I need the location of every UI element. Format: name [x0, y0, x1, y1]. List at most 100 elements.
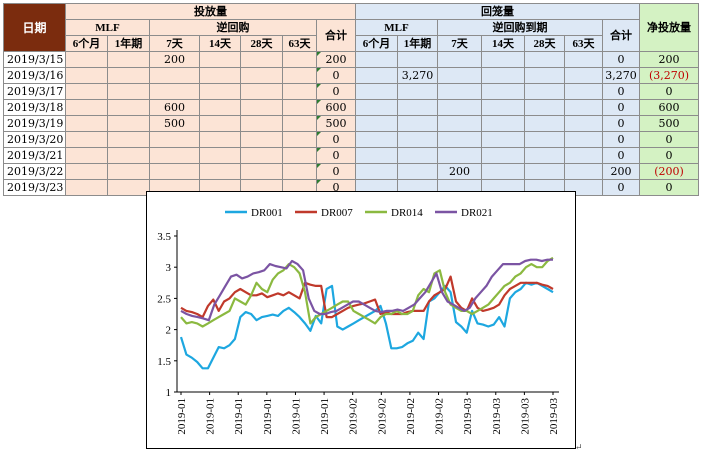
injection-cell: [149, 67, 200, 84]
withdrawal-cell: [564, 115, 603, 132]
withdrawal-cell: [397, 131, 438, 148]
x-tick-label: 2019-02: [434, 398, 446, 435]
withdrawal-header: 回笼量: [355, 3, 640, 20]
interbank-repo-rate-chart: 1 1.5 2 2.5 3 3.5 2019-01 2019-01 2019-01 2019-01…: [146, 191, 576, 449]
withdrawal-cell: [481, 83, 525, 100]
net-injection-cell: 0: [639, 131, 699, 148]
inj-total-header: 合计: [316, 19, 356, 52]
injection-cell: [107, 179, 150, 196]
x-tick-label: 2019-03: [519, 398, 531, 435]
injection-cell: [199, 99, 241, 116]
series-line-dr021: [180, 258, 553, 322]
injection-cell: [199, 131, 241, 148]
wd-mlf-header: MLF: [355, 19, 438, 36]
withdrawal-cell: [355, 99, 398, 116]
withdrawal-cell: [524, 51, 565, 68]
injection-header: 投放量: [65, 3, 356, 20]
net-injection-cell: 0: [639, 147, 699, 164]
injection-cell: [282, 131, 317, 148]
date-cell: 2019/3/17: [3, 83, 66, 100]
net-injection-cell: 200: [639, 51, 699, 68]
x-tick-label: 2019-01: [319, 398, 331, 435]
injection-cell: [240, 147, 283, 164]
injection-cell: [199, 67, 241, 84]
y-tick-label: 2.5: [157, 293, 171, 305]
series-line-dr007: [180, 275, 554, 319]
net-injection-header: 净投放量: [639, 3, 699, 52]
cell-indicator-icon: [317, 116, 321, 120]
injection-total-cell: 200: [316, 51, 356, 68]
injection-cell: [199, 115, 241, 132]
injection-cell: [282, 83, 317, 100]
withdrawal-total-cell: 0: [602, 83, 640, 100]
injection-total-cell: 0: [316, 83, 356, 100]
x-tick-label: 2019-02: [405, 398, 417, 435]
withdrawal-cell: [481, 147, 525, 164]
injection-cell: [107, 83, 150, 100]
injection-total-cell: 0: [316, 131, 356, 148]
net-injection-cell: 600: [639, 99, 699, 116]
inj-term-6m: 6个月: [65, 35, 108, 52]
net-injection-cell: (200): [639, 163, 699, 180]
withdrawal-cell: [564, 83, 603, 100]
withdrawal-cell: [481, 163, 525, 180]
withdrawal-cell: [355, 67, 398, 84]
date-cell: 2019/3/19: [3, 115, 66, 132]
injection-cell: [107, 131, 150, 148]
withdrawal-cell: [437, 99, 482, 116]
wd-term-1y: 1年期: [397, 35, 438, 52]
injection-cell: [65, 99, 108, 116]
withdrawal-cell: [355, 163, 398, 180]
series-line-dr014: [180, 256, 554, 328]
injection-cell: 600: [149, 99, 200, 116]
x-tick-label: 2019-02: [348, 398, 360, 435]
inj-term-1y: 1年期: [107, 35, 150, 52]
net-injection-cell: 500: [639, 115, 699, 132]
cell-indicator-icon: [317, 68, 321, 72]
date-cell: 2019/3/21: [3, 147, 66, 164]
x-tick-label: 2019-03: [491, 398, 503, 435]
wd-term-63d: 63天: [564, 35, 603, 52]
withdrawal-cell: [564, 163, 603, 180]
table-row: 2019/3/21 0 0 0: [3, 147, 699, 164]
withdrawal-cell: [524, 131, 565, 148]
withdrawal-cell: [481, 131, 525, 148]
injection-total-cell: 500: [316, 115, 356, 132]
withdrawal-total-cell: 0: [602, 115, 640, 132]
withdrawal-total-cell: 0: [602, 147, 640, 164]
injection-cell: [199, 51, 241, 68]
withdrawal-cell: [437, 115, 482, 132]
inj-reverse-repo-header: 逆回购: [149, 19, 317, 36]
injection-cell: [65, 163, 108, 180]
withdrawal-cell: [355, 147, 398, 164]
table-row: 2019/3/16 0 3,270 3,270 (3,270): [3, 67, 699, 84]
injection-cell: [282, 115, 317, 132]
net-injection-cell: (3,270): [639, 67, 699, 84]
injection-cell: [240, 83, 283, 100]
x-tick-label: 2019-02: [376, 398, 388, 435]
cell-indicator-icon: [317, 148, 321, 152]
withdrawal-cell: [564, 51, 603, 68]
injection-cell: [240, 99, 283, 116]
cell-indicator-icon: [317, 132, 321, 136]
y-tick-label: 1: [166, 387, 172, 399]
injection-total-cell: 0: [316, 147, 356, 164]
table-row: 2019/3/20 0 0 0: [3, 131, 699, 148]
withdrawal-total-cell: 3,270: [602, 67, 640, 84]
injection-cell: [65, 131, 108, 148]
wd-term-7d: 7天: [437, 35, 482, 52]
y-tick-label: 2: [166, 325, 172, 337]
withdrawal-cell: [397, 147, 438, 164]
withdrawal-cell: [397, 51, 438, 68]
withdrawal-cell: [437, 147, 482, 164]
inj-term-7d: 7天: [149, 35, 200, 52]
injection-cell: 200: [149, 51, 200, 68]
withdrawal-cell: [524, 99, 565, 116]
withdrawal-cell: [397, 83, 438, 100]
injection-cell: [282, 51, 317, 68]
injection-cell: [107, 51, 150, 68]
injection-cell: [282, 67, 317, 84]
cell-indicator-icon: [317, 164, 321, 168]
withdrawal-cell: [397, 115, 438, 132]
legend-label-dr021: DR021: [461, 207, 493, 219]
